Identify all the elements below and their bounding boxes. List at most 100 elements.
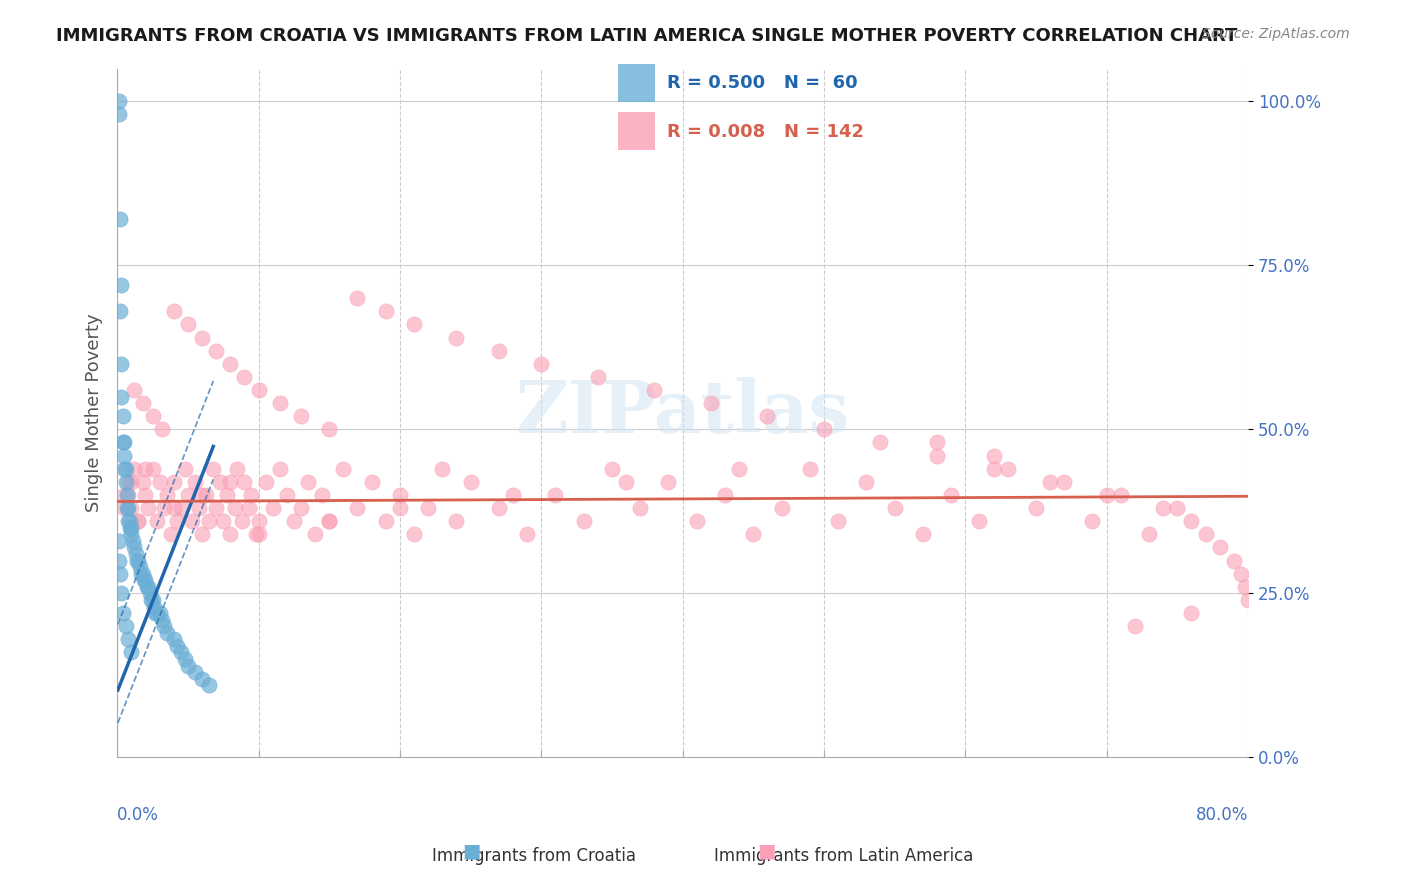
Point	[290, 409, 312, 424]
Text: R = 0.008   N = 142: R = 0.008 N = 142	[668, 123, 865, 141]
Point	[160, 527, 183, 541]
Point	[1053, 475, 1076, 489]
Point	[134, 461, 156, 475]
Point	[166, 514, 188, 528]
Point	[181, 514, 204, 528]
Point	[586, 370, 609, 384]
Point	[153, 501, 176, 516]
Point	[177, 658, 200, 673]
Point	[657, 475, 679, 489]
Point	[117, 501, 139, 516]
Point	[184, 475, 207, 489]
Point	[107, 95, 129, 109]
Point	[122, 541, 145, 555]
Point	[117, 475, 139, 489]
Point	[156, 625, 179, 640]
Point	[143, 606, 166, 620]
Point	[110, 586, 132, 600]
Point	[142, 599, 165, 614]
Point	[283, 514, 305, 528]
Point	[127, 553, 149, 567]
Point	[117, 632, 139, 647]
Text: ■: ■	[756, 842, 776, 861]
Point	[120, 527, 142, 541]
Point	[770, 501, 793, 516]
Point	[1194, 527, 1216, 541]
Point	[276, 488, 298, 502]
Point	[269, 461, 291, 475]
Point	[163, 632, 186, 647]
Point	[1180, 514, 1202, 528]
Point	[134, 574, 156, 588]
Point	[418, 501, 440, 516]
Point	[131, 566, 153, 581]
Point	[756, 409, 779, 424]
Point	[332, 461, 354, 475]
Point	[209, 475, 232, 489]
Point	[170, 501, 193, 516]
Point	[118, 514, 141, 528]
Point	[488, 501, 510, 516]
Point	[174, 461, 197, 475]
Point	[1209, 541, 1232, 555]
Point	[136, 501, 159, 516]
Point	[600, 461, 623, 475]
Point	[869, 435, 891, 450]
Point	[983, 461, 1005, 475]
Point	[141, 409, 163, 424]
Point	[714, 488, 737, 502]
Point	[131, 475, 153, 489]
Point	[432, 461, 454, 475]
Point	[132, 574, 155, 588]
Point	[360, 475, 382, 489]
Point	[127, 514, 149, 528]
Point	[115, 488, 138, 502]
Point	[121, 533, 143, 548]
Point	[120, 475, 142, 489]
Point	[111, 409, 134, 424]
Point	[120, 645, 142, 659]
Point	[212, 514, 235, 528]
Point	[153, 619, 176, 633]
Text: Immigrants from Latin America: Immigrants from Latin America	[714, 847, 973, 865]
Point	[247, 514, 270, 528]
Point	[827, 514, 849, 528]
Point	[572, 514, 595, 528]
Point	[120, 521, 142, 535]
Point	[446, 330, 468, 344]
Point	[402, 318, 425, 332]
Point	[297, 475, 319, 489]
Point	[728, 461, 751, 475]
Point	[700, 396, 723, 410]
Point	[346, 501, 368, 516]
Point	[240, 488, 263, 502]
Point	[686, 514, 709, 528]
Point	[1095, 488, 1118, 502]
Point	[1123, 619, 1146, 633]
Point	[191, 672, 214, 686]
Point	[488, 343, 510, 358]
Point	[122, 383, 145, 397]
Point	[131, 396, 153, 410]
Point	[1137, 527, 1160, 541]
Point	[1230, 566, 1253, 581]
Point	[883, 501, 905, 516]
Point	[799, 461, 821, 475]
Point	[138, 586, 160, 600]
Point	[516, 527, 538, 541]
Point	[127, 514, 149, 528]
Point	[346, 291, 368, 305]
Point	[247, 383, 270, 397]
Point	[198, 514, 221, 528]
Point	[205, 343, 228, 358]
Point	[112, 501, 135, 516]
Point	[135, 580, 157, 594]
Point	[939, 488, 962, 502]
Text: IMMIGRANTS FROM CROATIA VS IMMIGRANTS FROM LATIN AMERICA SINGLE MOTHER POVERTY C: IMMIGRANTS FROM CROATIA VS IMMIGRANTS FR…	[56, 27, 1237, 45]
Text: ■: ■	[461, 842, 481, 861]
Point	[1234, 580, 1257, 594]
Point	[114, 619, 136, 633]
Point	[233, 370, 256, 384]
Point	[112, 449, 135, 463]
Point	[290, 501, 312, 516]
